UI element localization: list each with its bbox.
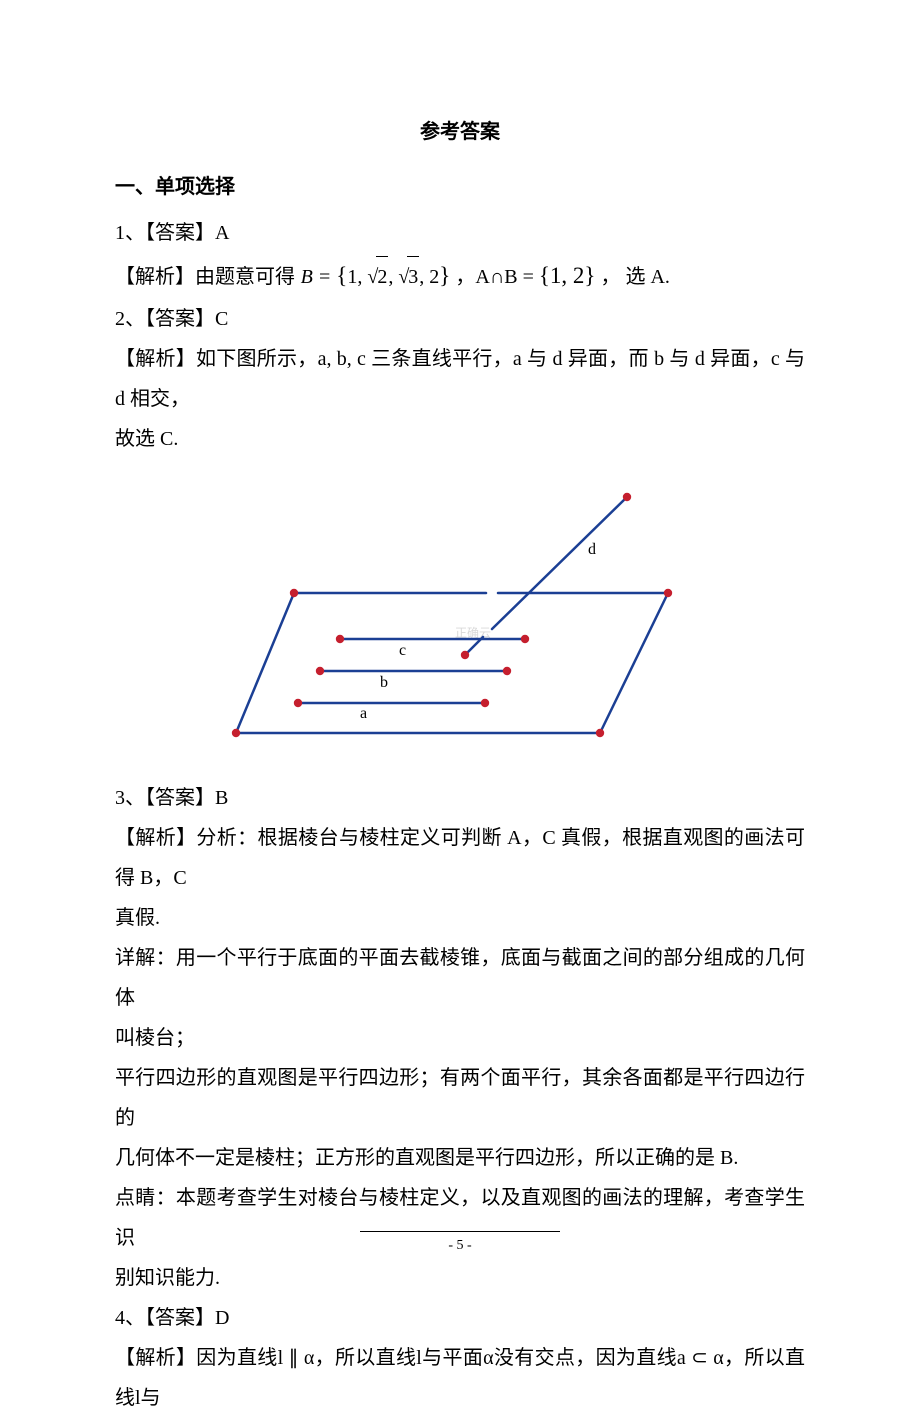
- diagram-endpoints: [232, 493, 672, 737]
- q2-answer-text: 2、【答案】C: [115, 308, 228, 330]
- q2-explanation-2: 故选 C.: [115, 419, 805, 459]
- q2-exp2-text: 故选 C.: [115, 428, 178, 450]
- q3-answer-line: 3、【答案】B: [115, 778, 805, 818]
- q3-answer-text: 3、【答案】B: [115, 787, 228, 809]
- q1-answer-text: 1、【答案】A: [115, 222, 229, 244]
- q1-explanation: 【解析】由题意可得 B = {1, √2, √3, 2} ，A∩B = {1, …: [115, 253, 805, 299]
- q3-exp2b: 叫棱台；: [115, 1018, 805, 1058]
- q1-mid: ，A∩B =: [455, 266, 534, 288]
- q1-comma2: , 2: [419, 266, 439, 288]
- q1-setb-item0: 1,: [347, 266, 367, 288]
- q2-explanation-1: 【解析】如下图所示，a, b, c 三条直线平行，a 与 d 异面，而 b 与 …: [115, 339, 805, 419]
- q4-answer-line: 4、【答案】D: [115, 1298, 805, 1338]
- diagram-container: 正确云 a b c d: [115, 477, 805, 752]
- plane-right: [600, 593, 668, 733]
- section-heading: 一、单项选择: [115, 170, 805, 199]
- q3-exp3: 平行四边形的直观图是平行四边形；有两个面平行，其余各面都是平行四边行的: [115, 1058, 805, 1138]
- q3-exp6: 别知识能力.: [115, 1258, 805, 1298]
- q3-exp2: 详解：用一个平行于底面的平面去截棱锥，底面与截面之间的部分组成的几何体: [115, 938, 805, 1018]
- q3-exp1: 【解析】分析：根据棱台与棱柱定义可判断 A，C 真假，根据直观图的画法可得 B，…: [115, 818, 805, 898]
- label-a: a: [360, 705, 367, 722]
- plane-left: [236, 593, 294, 733]
- diagram-lines: [236, 497, 668, 733]
- line-d-upper: [492, 497, 627, 629]
- geometry-diagram: 正确云 a b c d: [230, 477, 690, 752]
- page-number: - 5 -: [115, 1238, 805, 1254]
- q4-exp: 【解析】因为直线l ∥ α，所以直线l与平面α没有交点，因为直线a ⊂ α，所以…: [115, 1338, 805, 1418]
- footer-rule: [360, 1231, 560, 1232]
- q1-setb-close: }: [439, 263, 450, 288]
- q1-sqrt3: √3: [398, 256, 419, 297]
- q1-after: ， 选 A.: [600, 266, 669, 288]
- label-c: c: [399, 642, 406, 659]
- label-b: b: [380, 674, 388, 691]
- q2-exp1-text: 【解析】如下图所示，a, b, c 三条直线平行，a 与 d 异面，而 b 与 …: [115, 348, 805, 410]
- q1-exp-prefix: 【解析】由题意可得: [115, 266, 301, 288]
- q1-answer-line: 1、【答案】A: [115, 213, 805, 253]
- q4-answer-text: 4、【答案】D: [115, 1307, 229, 1329]
- q1-b-eq: B =: [301, 266, 332, 288]
- q1-setab: {1, 2}: [539, 263, 596, 288]
- q3-exp1b: 真假.: [115, 898, 805, 938]
- q2-answer-line: 2、【答案】C: [115, 299, 805, 339]
- page-footer: - 5 -: [115, 1231, 805, 1254]
- label-d: d: [588, 541, 596, 558]
- q3-exp4: 几何体不一定是棱柱；正方形的直观图是平行四边形，所以正确的是 B.: [115, 1138, 805, 1178]
- q1-sqrt2: √2: [367, 256, 388, 297]
- q1-setb-open: {: [336, 263, 347, 288]
- page-title: 参考答案: [115, 115, 805, 144]
- q1-comma1: ,: [388, 266, 398, 288]
